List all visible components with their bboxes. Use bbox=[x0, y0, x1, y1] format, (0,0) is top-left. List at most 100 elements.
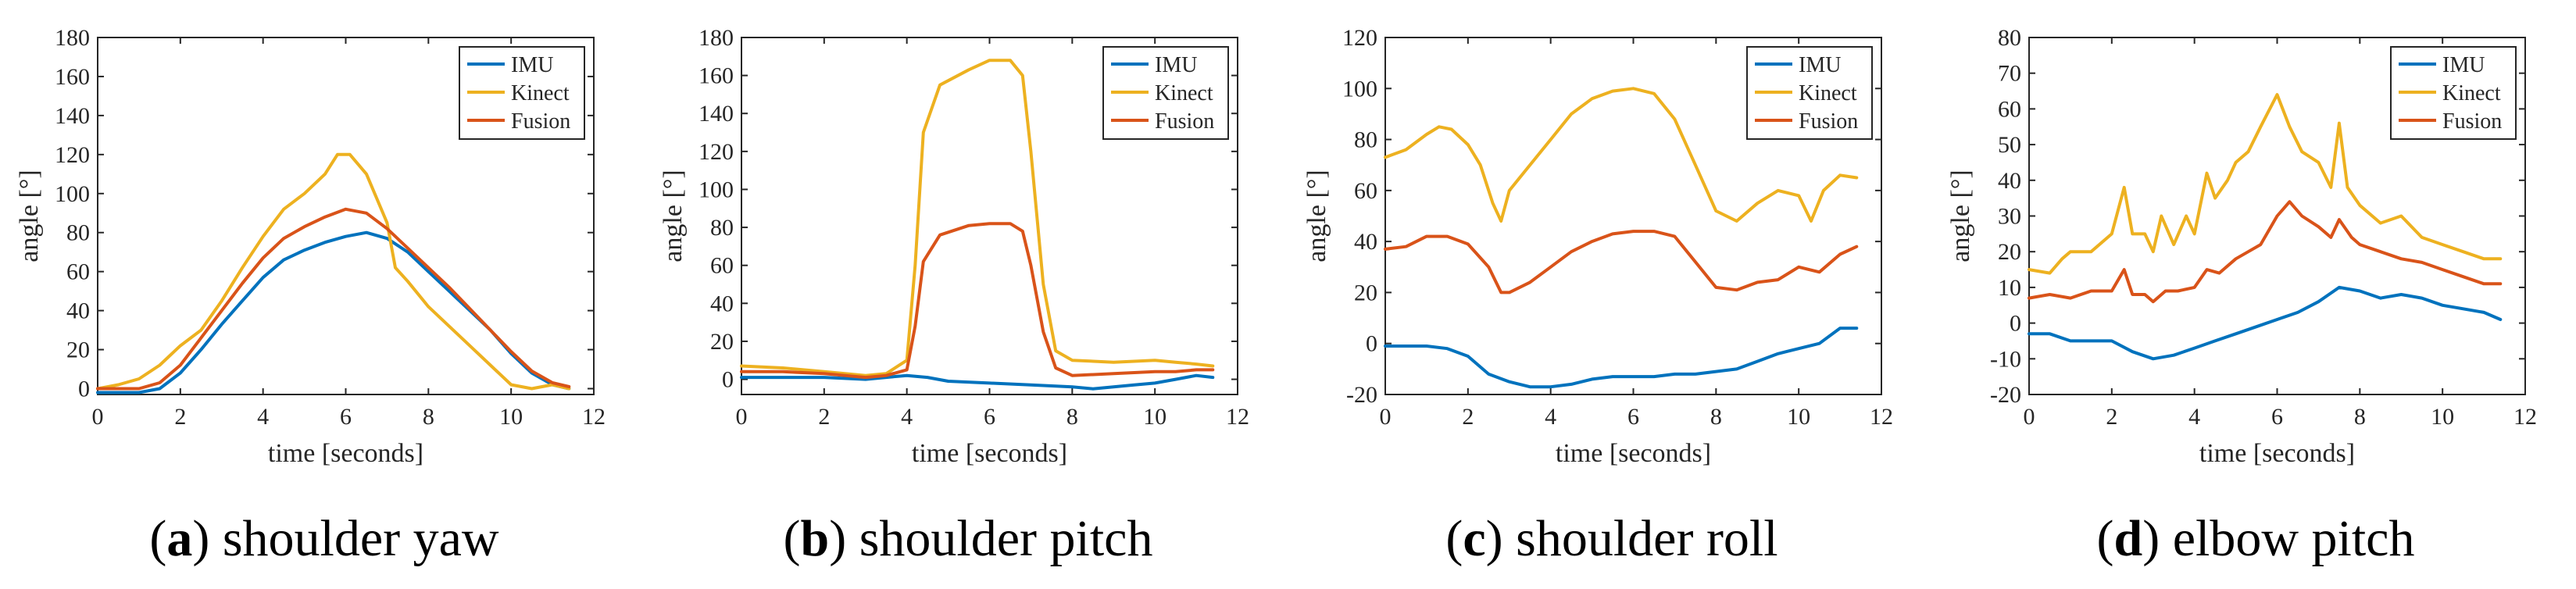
x-tick-label: 0 bbox=[736, 404, 748, 430]
y-tick-label: 20 bbox=[1354, 280, 1377, 305]
y-tick-label: 70 bbox=[1998, 61, 2021, 87]
legend-label: IMU bbox=[1799, 53, 1841, 77]
x-tick-label: 2 bbox=[174, 404, 186, 430]
series-line-imu bbox=[2028, 285, 2503, 361]
legend-label: IMU bbox=[511, 53, 553, 77]
x-tick-label: 6 bbox=[984, 404, 995, 430]
x-tick-label: 8 bbox=[2354, 404, 2366, 430]
series-line-imu bbox=[740, 373, 1215, 391]
y-tick-label: 0 bbox=[722, 367, 734, 393]
y-tick-label: 180 bbox=[698, 25, 734, 51]
legend-label: Fusion bbox=[511, 109, 570, 134]
legend bbox=[1746, 46, 1873, 140]
y-tick-label: 180 bbox=[55, 25, 90, 51]
x-tick-label: 12 bbox=[2513, 404, 2537, 430]
panel-d: 0 2 4 6 8 10 12 -20 -10 0 10 20 30 40 50 60 70 80 time [se… bbox=[1931, 0, 2576, 589]
y-tick-label: 120 bbox=[55, 142, 90, 168]
y-tick-label: 40 bbox=[1998, 168, 2021, 194]
y-tick-label: 20 bbox=[710, 329, 734, 355]
x-tick-label: 10 bbox=[1143, 404, 1167, 430]
panel-a: 0 2 4 6 8 10 12 0 20 40 60 80 100 120 140 160 180 time [s… bbox=[0, 0, 648, 589]
legend-label: Kinect bbox=[2442, 81, 2501, 105]
caption-b: (b) shoulder pitch bbox=[783, 510, 1153, 567]
y-tick-label: -10 bbox=[1990, 346, 2021, 372]
series-line-fusion bbox=[96, 207, 571, 391]
y-tick-label: -20 bbox=[1990, 382, 2021, 408]
x-tick-label: 4 bbox=[2188, 404, 2200, 430]
y-tick-label: 140 bbox=[55, 103, 90, 129]
series-line-kinect bbox=[740, 59, 1215, 377]
caption-c: (c) shoulder roll bbox=[1445, 510, 1778, 567]
x-tick-label: 4 bbox=[1545, 404, 1556, 430]
series-line-kinect bbox=[1384, 87, 1859, 223]
x-axis-label: time [seconds] bbox=[1556, 439, 1711, 468]
x-tick-label: 10 bbox=[1787, 404, 1810, 430]
x-tick-label: 12 bbox=[582, 404, 606, 430]
caption-letter: c bbox=[1463, 510, 1486, 567]
series-line-imu bbox=[1384, 327, 1859, 389]
caption-d: (d) elbow pitch bbox=[2096, 510, 2415, 567]
caption-letter: d bbox=[2113, 510, 2143, 567]
y-tick-label: 40 bbox=[66, 298, 90, 324]
y-axis-label: angle [°] bbox=[1302, 170, 1331, 262]
x-tick-label: 12 bbox=[1226, 404, 1249, 430]
y-tick-label: 80 bbox=[710, 215, 734, 241]
x-axis-label: time [seconds] bbox=[912, 439, 1067, 468]
series-line-fusion bbox=[1384, 230, 1859, 294]
x-tick-label: 2 bbox=[2106, 404, 2117, 430]
x-axis-label: time [seconds] bbox=[2199, 439, 2355, 468]
y-tick-label: 60 bbox=[710, 253, 734, 279]
x-tick-label: 12 bbox=[1870, 404, 1893, 430]
chart-d: 0 2 4 6 8 10 12 -20 -10 0 10 20 30 40 50 60 70 80 time [se… bbox=[1946, 25, 2537, 468]
caption-text: elbow pitch bbox=[2172, 510, 2415, 567]
legend-label: IMU bbox=[1155, 53, 1197, 77]
y-tick-label: 100 bbox=[55, 181, 90, 207]
y-tick-label: 20 bbox=[66, 337, 90, 363]
y-tick-label: 160 bbox=[698, 63, 734, 89]
x-tick-label: 10 bbox=[2431, 404, 2454, 430]
y-axis-label: angle [°] bbox=[15, 170, 44, 262]
y-tick-label: 120 bbox=[1342, 25, 1377, 51]
x-tick-label: 4 bbox=[257, 404, 269, 430]
y-tick-label: 50 bbox=[1998, 132, 2021, 158]
x-tick-label: 0 bbox=[2024, 404, 2035, 430]
panel-c: 0 2 4 6 8 10 12 -20 0 20 40 60 80 100 120 time [seconds… bbox=[1288, 0, 1936, 589]
x-tick-label: 2 bbox=[1462, 404, 1474, 430]
legend-label: IMU bbox=[2442, 53, 2485, 77]
x-tick-label: 10 bbox=[499, 404, 523, 430]
series-line-fusion bbox=[2028, 200, 2503, 304]
y-tick-label: 60 bbox=[66, 259, 90, 285]
y-axis-label: angle [°] bbox=[1946, 170, 1975, 262]
x-axis-label: time [seconds] bbox=[268, 439, 423, 468]
y-tick-label: 80 bbox=[66, 220, 90, 246]
x-tick-label: 8 bbox=[423, 404, 434, 430]
y-tick-label: 100 bbox=[698, 177, 734, 202]
caption-text: shoulder roll bbox=[1516, 510, 1778, 567]
y-tick-label: 40 bbox=[1354, 229, 1377, 255]
y-tick-label: 0 bbox=[1366, 331, 1377, 357]
caption-letter: b bbox=[800, 510, 830, 567]
y-tick-label: 40 bbox=[710, 291, 734, 316]
y-tick-label: 10 bbox=[1998, 275, 2021, 301]
y-tick-label: 80 bbox=[1354, 127, 1377, 153]
caption-letter: a bbox=[166, 510, 193, 567]
legend-label: Kinect bbox=[511, 81, 570, 105]
x-tick-label: 2 bbox=[818, 404, 830, 430]
legend-label: Fusion bbox=[1799, 109, 1858, 134]
series-line-fusion bbox=[740, 222, 1215, 380]
y-tick-label: 20 bbox=[1998, 239, 2021, 265]
x-tick-label: 4 bbox=[901, 404, 913, 430]
y-tick-label: 140 bbox=[698, 101, 734, 127]
caption-text: shoulder pitch bbox=[859, 510, 1153, 567]
y-tick-label: 60 bbox=[1354, 178, 1377, 204]
x-tick-label: 6 bbox=[1627, 404, 1639, 430]
y-tick-label: 120 bbox=[698, 139, 734, 165]
series-line-kinect bbox=[96, 152, 571, 391]
panel-b: 0 2 4 6 8 10 12 0 20 40 60 80 100 120 140 160 180 time [s… bbox=[644, 0, 1292, 589]
y-tick-label: 60 bbox=[1998, 96, 2021, 122]
y-tick-label: 160 bbox=[55, 64, 90, 90]
